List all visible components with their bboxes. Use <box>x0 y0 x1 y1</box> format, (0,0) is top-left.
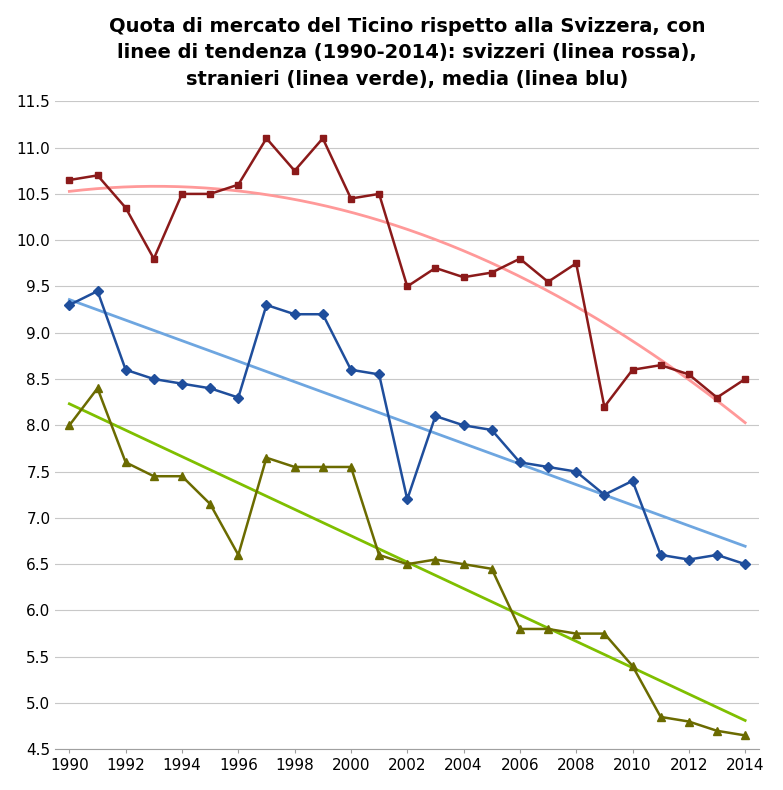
Title: Quota di mercato del Ticino rispetto alla Svizzera, con
linee di tendenza (1990-: Quota di mercato del Ticino rispetto all… <box>109 17 705 88</box>
